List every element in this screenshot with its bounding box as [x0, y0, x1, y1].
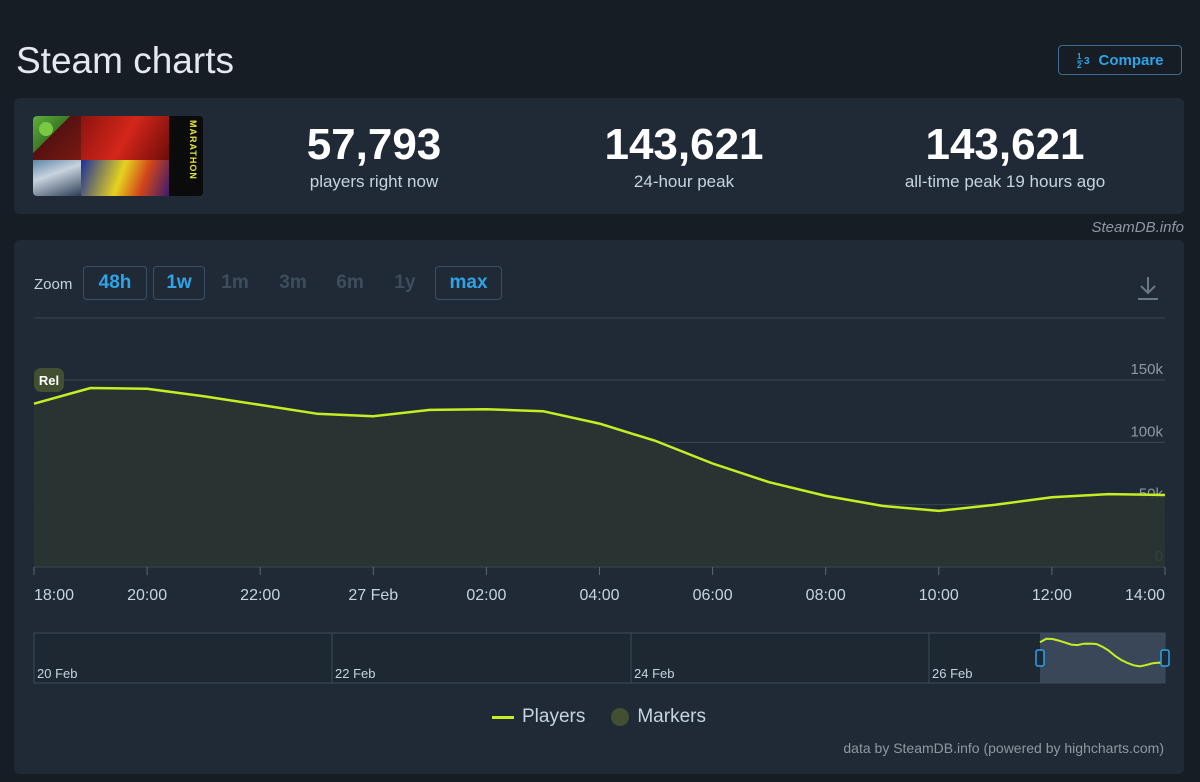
stat-label: players right now — [309, 172, 439, 191]
compare-icon: 1 2 3 — [1076, 51, 1092, 69]
release-marker — [34, 368, 64, 392]
x-tick-label: 27 Feb — [348, 587, 398, 604]
svg-text:2: 2 — [1077, 61, 1082, 69]
players-series-area — [34, 388, 1165, 567]
legend-players-line — [492, 715, 514, 719]
zoom-label: Zoom — [34, 276, 73, 293]
x-tick-label: 10:00 — [919, 587, 959, 604]
stat-all-time-peak: 143,621 all-time peak 19 hours ago — [880, 120, 1130, 192]
page-title: Steam charts — [16, 40, 234, 81]
navigator-handle-left — [1035, 649, 1045, 667]
x-tick-label: 14:00 — [1125, 587, 1165, 604]
navigator-date-label: 24 Feb — [634, 666, 674, 681]
x-tick-label: 08:00 — [806, 587, 846, 604]
stat-24h-peak: 143,621 24-hour peak — [584, 120, 784, 192]
x-tick-label: 04:00 — [579, 587, 619, 604]
y-tick-label: 100k — [1130, 423, 1163, 440]
svg-text:3: 3 — [1084, 56, 1090, 67]
x-tick-label: 22:00 — [240, 587, 280, 604]
legend-markers-dot — [611, 708, 630, 726]
legend-label: Markers — [637, 706, 706, 727]
x-tick-label: 18:00 — [34, 587, 74, 604]
navigator-handle-right — [1160, 649, 1170, 667]
navigator-date-label: 20 Feb — [37, 666, 77, 681]
stat-value: 143,621 — [925, 120, 1085, 169]
zoom-6m-button[interactable]: 6m — [336, 272, 364, 293]
game-capsule-image[interactable]: MARATHON — [33, 116, 203, 196]
compare-label: Compare — [1098, 51, 1164, 69]
game-logo: MARATHON — [188, 120, 198, 180]
navigator-frame — [33, 632, 1166, 684]
steamdb-credit[interactable]: SteamDB.info — [1091, 219, 1184, 236]
stat-value: 57,793 — [306, 120, 442, 169]
stat-label: 24-hour peak — [633, 172, 735, 191]
zoom-1m-button[interactable]: 1m — [221, 272, 249, 293]
stat-current-players: 57,793 players right now — [269, 120, 479, 192]
x-tick-label: 12:00 — [1032, 587, 1072, 604]
game-badge-icon — [39, 122, 53, 136]
legend-item-markers[interactable]: Markers — [611, 706, 706, 728]
legend-item-players[interactable]: Players — [492, 706, 585, 728]
stat-value: 143,621 — [604, 120, 764, 169]
chart-panel: Zoom 48h 1w 1m 3m 6m 1y max 050k100k150k… — [14, 240, 1184, 774]
zoom-1w-button[interactable]: 1w — [153, 266, 205, 300]
release-marker-label: Rel — [39, 373, 59, 388]
x-tick-label: 06:00 — [693, 587, 733, 604]
y-tick-label: 150k — [1130, 361, 1163, 378]
navigator-date-label: 26 Feb — [932, 666, 972, 681]
compare-button[interactable]: 1 2 3 Compare — [1058, 45, 1182, 75]
zoom-48h-button[interactable]: 48h — [83, 266, 147, 300]
x-tick-label: 20:00 — [127, 587, 167, 604]
chart-credit[interactable]: data by SteamDB.info (powered by highcha… — [843, 740, 1164, 756]
x-tick-label: 02:00 — [466, 587, 506, 604]
navigator-date-label: 22 Feb — [335, 666, 375, 681]
stats-panel: MARATHON 57,793 players right now 143,62… — [14, 98, 1184, 214]
zoom-max-button[interactable]: max — [435, 266, 502, 300]
legend-label: Players — [522, 706, 586, 727]
zoom-1y-button[interactable]: 1y — [394, 272, 416, 293]
stat-label: all-time peak 19 hours ago — [904, 172, 1106, 191]
players-series-line — [33, 386, 1166, 513]
download-icon[interactable] — [1136, 274, 1160, 302]
svg-text:1: 1 — [1077, 52, 1082, 61]
zoom-3m-button[interactable]: 3m — [279, 272, 307, 293]
navigator-series-line — [1039, 637, 1166, 668]
chart-legend: Players Markers — [14, 706, 1184, 728]
